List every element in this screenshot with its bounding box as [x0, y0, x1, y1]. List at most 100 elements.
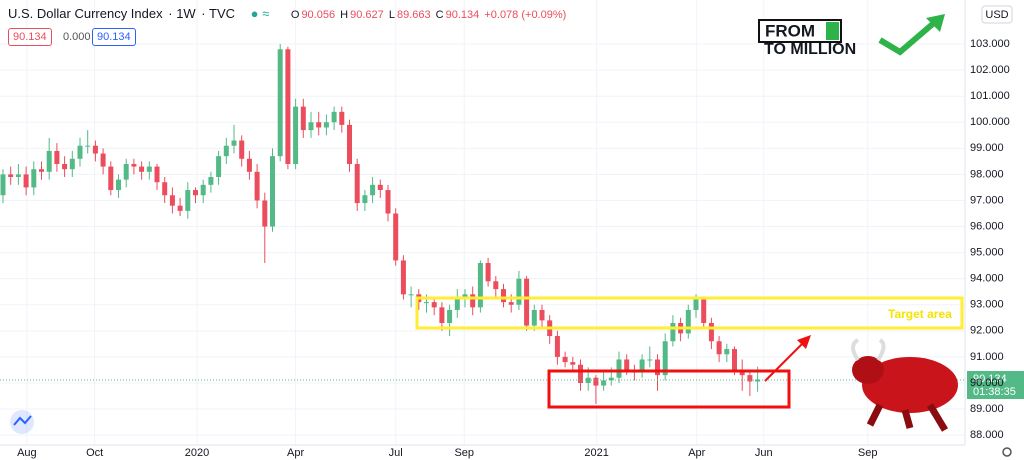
ohlc-value: 89.663 [396, 9, 431, 21]
price-box[interactable]: 90.134 [8, 28, 52, 46]
candle-body [54, 150, 60, 164]
status-icons[interactable]: ● ≈ [250, 6, 270, 21]
candle-body [231, 140, 237, 146]
candle-body [593, 377, 599, 386]
candle-body [92, 145, 98, 154]
candle-body [323, 122, 329, 128]
candle-body [716, 341, 722, 355]
y-tick-label: 92.000 [970, 325, 1004, 337]
candle-body [570, 362, 576, 365]
candle-body [578, 364, 583, 383]
candle-body [655, 359, 660, 376]
bull-head [852, 356, 884, 384]
candle-body [439, 307, 445, 323]
y-tick-label: 96.000 [970, 220, 1004, 232]
candle-body [100, 153, 106, 167]
candle-body [200, 184, 206, 196]
ohlc-key: H [340, 9, 349, 21]
arrow-head [797, 335, 811, 349]
y-tick-label: 99.000 [970, 142, 1004, 154]
candle-body [239, 140, 245, 159]
candle-body [208, 177, 214, 185]
header: U.S. Dollar Currency Index · 1W · TVC ● … [8, 6, 568, 21]
candle-body [462, 294, 468, 297]
bull-legs [866, 403, 949, 432]
y-tick-label: 91.000 [970, 351, 1004, 363]
candle-body [116, 179, 121, 191]
x-tick-label: Jun [755, 447, 773, 459]
target-label: Target area [888, 307, 952, 321]
source: TVC [209, 6, 236, 21]
candle-body [270, 156, 275, 227]
candle-body [31, 169, 37, 188]
candle-body [493, 281, 499, 290]
candle-body [154, 166, 160, 183]
candle-body [424, 302, 429, 304]
candle-body [277, 49, 283, 157]
ohlc-value: 90.627 [350, 9, 384, 21]
y-tick-label: 94.000 [970, 273, 1004, 285]
logo-arrow-head [926, 14, 945, 32]
candle-body [524, 278, 530, 326]
candle-body [685, 309, 691, 334]
candle-body [162, 182, 168, 196]
candle-body [385, 190, 391, 214]
ohlc: O 90.056 H 90.627 L 89.663 C 90.134 +0.078 (… [291, 9, 568, 21]
candle-body [739, 369, 745, 376]
candle-body [246, 158, 252, 172]
candle-body [139, 166, 145, 172]
support-zone [547, 369, 791, 409]
candle-body [354, 163, 360, 204]
candle-body [300, 106, 306, 131]
tv-logo[interactable] [10, 410, 34, 434]
x-tick-label: Aug [17, 447, 37, 459]
y-tick-label: 103.000 [970, 38, 1010, 50]
candle-body [732, 349, 737, 370]
candle-body [539, 309, 545, 321]
y-tick-label: 100.000 [970, 116, 1010, 128]
x-tick-label: 2020 [185, 447, 209, 459]
candle-body [747, 375, 753, 382]
x-tick-label: Jul [389, 447, 403, 459]
candle-body [370, 184, 376, 196]
settings[interactable] [1002, 447, 1012, 457]
candle-body [39, 169, 44, 172]
candle-body [46, 150, 52, 172]
candle-body [347, 124, 352, 164]
price-box[interactable]: 90.134 [92, 28, 136, 46]
currency: USD [985, 9, 1008, 21]
candle-body [408, 294, 414, 296]
candle-body [400, 260, 406, 295]
ohlc-key: O [290, 9, 300, 21]
last-price-box [967, 371, 1024, 399]
candle-body [331, 111, 337, 123]
x-tick-label: Sep [454, 447, 474, 459]
x-tick-label: Oct [86, 447, 103, 459]
candle-body [131, 163, 137, 167]
ohlc-value: 90.134 [445, 9, 480, 21]
candle-body [601, 380, 607, 386]
logo-text: FROM [765, 21, 815, 40]
candle-body [285, 49, 291, 164]
candle-body [616, 359, 622, 378]
y-tick-label: 88.000 [970, 429, 1004, 441]
ohlc-key: C [435, 9, 444, 21]
logo-icon [826, 22, 839, 40]
x-tick-label: Sep [858, 447, 878, 459]
bull-horns [851, 338, 886, 362]
x-tick-label: Apr [688, 447, 705, 459]
candle-body [562, 356, 568, 363]
candle-body [508, 302, 514, 305]
candle-body [339, 111, 345, 125]
candle-body [639, 359, 645, 373]
candle-body [755, 379, 761, 382]
candle-body [185, 190, 191, 211]
candle-body [69, 158, 75, 170]
candle-body [0, 174, 6, 196]
candle-body [454, 296, 460, 310]
bull [851, 338, 958, 432]
candle-body [108, 166, 114, 191]
grid [0, 0, 965, 445]
candle-body [85, 145, 91, 147]
candle-body [362, 195, 368, 204]
